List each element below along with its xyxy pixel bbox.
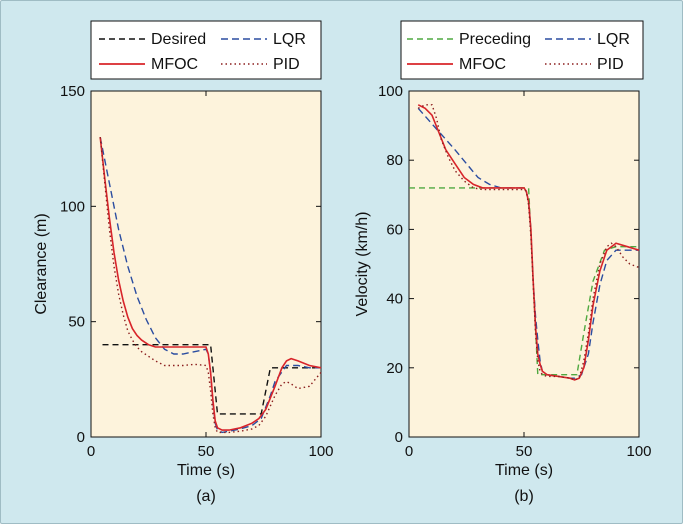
velocity-x-tick-label: 50 [516,443,533,460]
clearance-series-group [99,136,322,434]
velocity-series-mfoc [417,104,640,381]
velocity-y-tick-label: 80 [386,152,403,169]
velocity-x-axis-label: Time (s) [495,462,553,479]
clearance-legend-label-pid: PID [273,56,300,73]
velocity-legend-label-preceding: Preceding [459,31,531,48]
velocity-y-tick-label: 60 [386,221,403,238]
velocity-series-preceding [409,187,639,376]
velocity-x-tick-label: 0 [405,443,413,460]
clearance-y-axis-label: Clearance (m) [33,213,50,314]
velocity-y-axis-label: Velocity (km/h) [354,212,371,317]
velocity-y-tick-label: 40 [386,291,403,308]
clearance-legend-label-mfoc: MFOC [151,56,198,73]
clearance-series-pid [99,137,322,434]
clearance-x-tick-label: 100 [308,443,333,460]
clearance-legend-label-lqr: LQR [273,31,306,48]
velocity-legend-label-lqr: LQR [597,31,630,48]
clearance-series-desired [102,344,321,415]
clearance-plot-area [90,90,322,438]
clearance-series-mfoc [99,137,322,431]
clearance-x-axis-label: Time (s) [177,462,235,479]
velocity-series-group [409,104,640,381]
clearance-x-tick-label: 0 [87,443,95,460]
velocity-y-tick-label: 100 [378,83,403,100]
velocity-tick-group: 0 50 100 0 20 40 60 80 100 [378,83,652,460]
clearance-legend-label-desired: Desired [151,31,206,48]
velocity-y-tick-label: 0 [395,429,403,446]
velocity-legend-label-mfoc: MFOC [459,56,506,73]
clearance-x-tick-label: 50 [198,443,215,460]
velocity-x-tick-label: 100 [626,443,651,460]
velocity-legend-label-pid: PID [597,56,624,73]
clearance-y-tick-label: 100 [60,198,85,215]
velocity-legend: Preceding LQR MFOC PID [400,20,644,80]
clearance-y-tick-label: 0 [77,429,85,446]
velocity-plot-area [408,90,640,438]
velocity-plot: 0 50 100 0 20 40 60 80 100 Velocity (km/h) Time … [354,20,652,505]
clearance-plot: 0 50 100 0 50 100 150 Clearance (m) Time (s) (… [33,20,334,505]
velocity-y-tick-label: 20 [386,360,403,377]
panel-label-b: (b) [514,488,534,505]
clearance-y-tick-label: 150 [60,83,85,100]
clearance-y-tick-label: 50 [68,314,85,331]
clearance-legend-box [90,20,322,80]
clearance-legend: Desired LQR MFOC PID [90,20,322,80]
velocity-legend-box [400,20,644,80]
clearance-tick-group: 0 50 100 0 50 100 150 [60,83,334,460]
panel-label-a: (a) [196,488,216,505]
